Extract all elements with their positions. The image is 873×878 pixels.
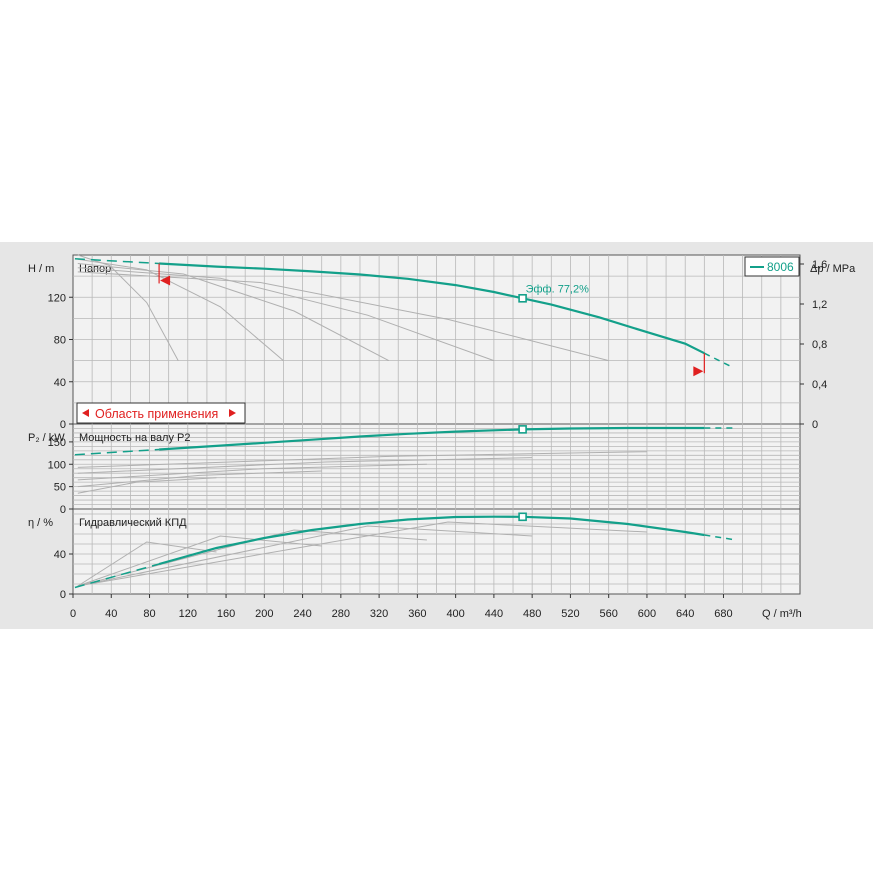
y-tick-label: 100 — [48, 459, 66, 471]
y2-tick-label: 1,2 — [812, 299, 827, 311]
secondary-curve — [77, 457, 533, 474]
y-tick-label: 40 — [54, 377, 66, 389]
y-tick-label: 0 — [60, 504, 66, 516]
x-tick-label: 280 — [332, 608, 350, 620]
y-axis-label-panel-1: H / m — [28, 263, 54, 275]
x-tick-label: 640 — [676, 608, 694, 620]
panel-title-2: Мощность на валу P2 — [79, 432, 191, 444]
range-legend-right-arrow — [229, 409, 236, 417]
legend-box — [744, 256, 800, 277]
y2-axis: 0 0,4 0,8 1,2 1,6Δp / MPa — [800, 259, 856, 431]
x-tick-label: 200 — [255, 608, 273, 620]
y-tick-label: 50 — [54, 482, 66, 494]
secondary-curve — [77, 258, 284, 361]
y2-tick-label: 0 — [812, 419, 818, 431]
y-axis-label-panel-3: η / % — [28, 517, 53, 529]
head-curve — [159, 262, 705, 355]
x-tick-label: 560 — [600, 608, 618, 620]
panel-title-3: Гидравлический КПД — [79, 517, 187, 529]
secondary-curve — [77, 267, 495, 362]
secondary-curve — [77, 529, 427, 587]
range-legend-left-arrow — [82, 409, 89, 417]
duty-point-marker — [518, 512, 527, 522]
x-tick-label: 0 — [70, 608, 76, 620]
x-tick-label: 320 — [370, 608, 388, 620]
range-legend-box — [76, 402, 246, 424]
duty-point-marker — [518, 425, 527, 434]
y2-tick-label: 1,6 — [812, 259, 827, 271]
y-tick-label: 80 — [54, 335, 66, 347]
efficiency-annotation: Эфф. 77,2% — [526, 283, 590, 295]
secondary-curve — [77, 470, 322, 488]
power-curve-lead-in — [74, 448, 160, 456]
x-tick-label: 120 — [179, 608, 197, 620]
range-min-arrow — [160, 275, 171, 286]
y-tick-label: 0 — [60, 589, 66, 601]
power-curve — [159, 426, 705, 451]
y2-tick-label: 0,8 — [812, 339, 827, 351]
x-tick-label: 400 — [446, 608, 464, 620]
x-tick-label: 360 — [408, 608, 426, 620]
efficiency-curve — [158, 515, 705, 566]
application-range-legend: Область применения — [76, 402, 246, 424]
secondary-curve — [77, 463, 427, 481]
secondary-curve — [77, 451, 647, 468]
head-curve-lead-in — [74, 258, 160, 265]
x-tick-label: 600 — [638, 608, 656, 620]
y-grid-panel-1: 0 40 80 120 — [48, 275, 800, 431]
secondary-curve — [77, 541, 217, 587]
x-axis: 0 40 80 120 160 200 240 280 320 360 400 440 480 520 56… — [70, 594, 802, 620]
efficiency-curve-lead-in — [74, 563, 160, 589]
x-axis-label: Q / m³/h — [762, 608, 802, 620]
x-tick-label: 40 — [105, 608, 117, 620]
y-tick-label: 0 — [60, 419, 66, 431]
x-tick-label: 680 — [714, 608, 732, 620]
secondary-curve — [77, 525, 533, 587]
range-max-arrow — [693, 366, 704, 377]
y-tick-label: 150 — [48, 437, 66, 449]
efficiency-curve-extension — [704, 534, 734, 541]
range-legend-label: Область применения — [95, 407, 218, 421]
legend-label: 8006 — [767, 260, 794, 274]
x-tick-label: 480 — [523, 608, 541, 620]
x-tick-label: 240 — [293, 608, 311, 620]
x-grid — [91, 255, 782, 594]
x-tick-label: 520 — [561, 608, 579, 620]
x-tick-label: 160 — [217, 608, 235, 620]
secondary-curve — [77, 477, 217, 494]
secondary-curve — [77, 521, 647, 587]
head-curve-extension — [704, 352, 734, 369]
y-axis-label-panel-2: P₂ / kW — [28, 432, 65, 444]
y-grid-panel-2: 0 50 100 150 — [48, 428, 800, 516]
y2-tick-label: 0,4 — [812, 379, 827, 391]
duty-point-marker — [518, 294, 527, 303]
legend: 8006 — [744, 256, 800, 277]
x-tick-label: 440 — [485, 608, 503, 620]
secondary-curve — [77, 263, 389, 362]
y2-axis-label: Δp / MPa — [810, 263, 856, 275]
y-tick-label: 120 — [48, 292, 66, 304]
x-tick-label: 80 — [143, 608, 155, 620]
y-grid-panel-3: 0 40 — [54, 513, 800, 601]
y-tick-label: 40 — [54, 549, 66, 561]
